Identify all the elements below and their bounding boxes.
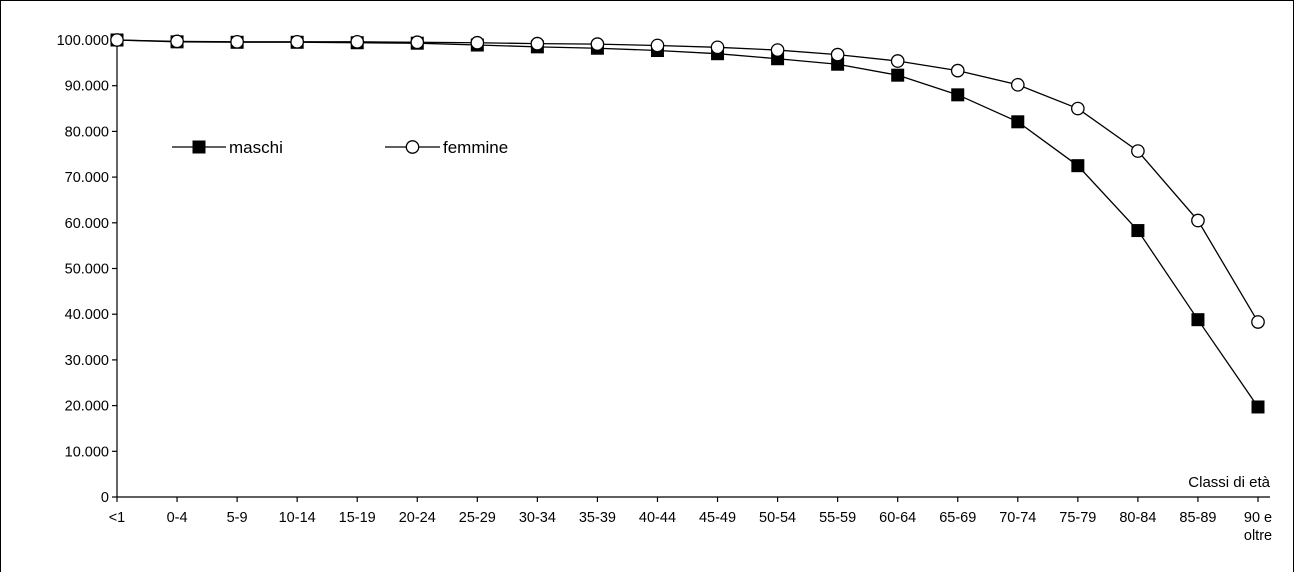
y-tick-label: 90.000 [65,79,109,95]
legend-item-femmine: femmine [385,138,508,157]
x-tick-label: 90 e oltre [1244,510,1272,544]
data-point-femmine [230,34,244,49]
series-femmine [110,33,1265,329]
data-point-maschi [1071,159,1085,173]
series-maschi [110,33,1265,414]
series-line-femmine [116,39,1259,323]
data-point-femmine [1191,213,1205,228]
data-point-femmine [890,54,905,68]
y-tick-label: 20.000 [65,399,109,415]
x-tick-label: 60-64 [879,510,916,526]
x-tick-label: 50-54 [759,510,796,526]
x-tick-label: 85-89 [1179,510,1216,526]
data-point-femmine [1131,144,1145,158]
x-tick-label: 10-14 [279,510,316,526]
data-point-maschi [831,57,845,71]
data-point-femmine [350,34,365,49]
x-tick-label: 40-44 [639,510,676,526]
series-line-maschi [116,39,1259,408]
data-point-femmine [590,37,605,51]
data-point-femmine [110,33,124,47]
data-point-maschi [1011,115,1025,129]
x-tick-label: 65-69 [939,510,976,526]
legend-label: maschi [229,138,283,157]
data-point-maschi [1131,224,1145,238]
x-tick-label: 5-9 [227,510,248,526]
legend-marker [405,140,420,154]
x-tick-label: 15-19 [339,510,376,526]
x-tick-label: 80-84 [1119,510,1156,526]
data-point-femmine [770,43,785,57]
y-axis: 0 10.000 20.000 30.000 40.000 50.000 60.000 70.… [57,33,118,506]
data-point-femmine [950,63,965,78]
data-point-maschi [1251,400,1265,414]
x-tick-label: 0-4 [167,510,188,526]
data-point-femmine [830,47,845,62]
y-tick-label: 0 [101,490,109,506]
x-tick-label: 35-39 [579,510,616,526]
data-point-femmine [1251,315,1265,329]
data-point-femmine [170,34,184,49]
x-tick-label: 20-24 [399,510,436,526]
y-tick-label: 50.000 [65,262,109,278]
x-tick-label: 55-59 [819,510,856,526]
y-tick-label: 70.000 [65,170,109,186]
y-tick-label: 10.000 [65,444,109,460]
x-tick-label: 70-74 [999,510,1036,526]
y-tick-label: 100.000 [57,33,109,49]
x-tick-label: 45-49 [699,510,736,526]
data-point-femmine [530,36,545,51]
legend-label: femmine [443,138,508,157]
series-layer [110,33,1265,414]
x-tick-label: 30-34 [519,510,556,526]
data-point-femmine [650,38,665,53]
x-tick-label: 25-29 [459,510,496,526]
data-point-femmine [1010,77,1025,92]
legend: maschi femmine [172,138,508,157]
x-tick-label: 75-79 [1059,510,1096,526]
y-tick-label: 80.000 [65,124,109,140]
data-point-maschi [1191,313,1205,327]
y-tick-label: 30.000 [65,353,109,369]
data-point-femmine [470,35,485,50]
y-tick-label: 60.000 [65,216,109,232]
data-point-femmine [710,40,725,55]
x-axis: <1 0-4 5-9 10-14 15-19 20-24 25-29 30-34 35-39 40… [109,496,1272,544]
y-tick-label: 40.000 [65,307,109,323]
x-tick-label: <1 [109,510,126,526]
data-point-femmine [290,34,305,49]
x-axis-title: Classi di età [1188,474,1270,491]
data-point-femmine [1070,101,1085,116]
legend-marker [192,140,206,154]
legend-item-maschi: maschi [172,138,283,157]
data-point-maschi [951,88,965,102]
data-point-femmine [410,35,425,50]
data-point-maschi [891,68,905,82]
